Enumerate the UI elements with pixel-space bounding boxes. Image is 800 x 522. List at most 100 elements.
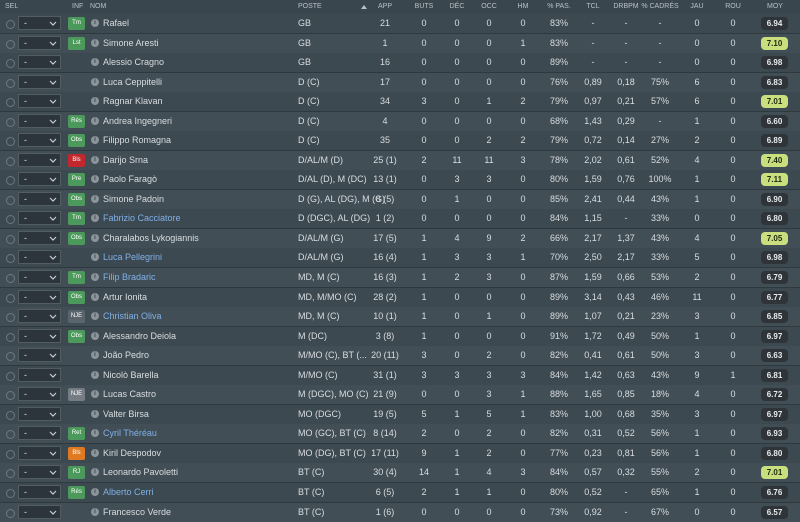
info-icon[interactable]: i xyxy=(91,390,99,399)
select-circle[interactable] xyxy=(6,352,15,362)
column-header[interactable]: APP xyxy=(377,3,393,10)
select-circle[interactable] xyxy=(6,313,15,323)
selection-dropdown[interactable]: - xyxy=(18,465,61,480)
column-header[interactable]: INF xyxy=(72,3,84,10)
select-circle[interactable] xyxy=(6,215,15,225)
selection-dropdown[interactable]: - xyxy=(18,387,61,402)
column-header[interactable]: JAU xyxy=(690,3,704,10)
info-icon[interactable]: i xyxy=(91,507,99,516)
player-row[interactable]: - Tm i Filip Bradaric MD, M (C) 16 (3) 1 2 3 0 87%… xyxy=(0,268,800,289)
info-icon[interactable]: i xyxy=(91,97,99,106)
select-circle[interactable] xyxy=(6,469,15,479)
selection-dropdown[interactable]: - xyxy=(18,55,61,70)
selection-dropdown[interactable]: - xyxy=(18,16,61,30)
column-header[interactable]: DRBPM xyxy=(613,3,639,10)
player-row[interactable]: - Obs i Filippo Romagna D (C) 35 0 0 2 2 79% 0,72 0,… xyxy=(0,131,800,152)
player-name[interactable]: Kiril Despodov xyxy=(103,447,162,458)
select-circle[interactable] xyxy=(6,195,15,205)
info-icon[interactable]: i xyxy=(91,155,99,164)
player-name[interactable]: Paolo Faragò xyxy=(103,174,158,185)
player-row[interactable]: - Bls i Darijo Srna D/AL/M (D) 25 (1) 2 11 11 3 78… xyxy=(0,150,800,171)
player-name[interactable]: Alessio Cragno xyxy=(103,57,165,68)
select-circle[interactable] xyxy=(6,98,15,108)
player-name[interactable]: Filippo Romagna xyxy=(103,135,172,146)
info-icon[interactable]: i xyxy=(91,19,99,27)
player-name[interactable]: Cyril Théréau xyxy=(103,428,157,439)
info-icon[interactable]: i xyxy=(91,292,99,301)
select-circle[interactable] xyxy=(6,254,15,264)
selection-dropdown[interactable]: - xyxy=(18,504,61,519)
info-icon[interactable]: i xyxy=(91,77,99,86)
player-row[interactable]: - Rés i Andrea Ingegneri D (C) 4 0 0 0 0 68% 1,43 0,… xyxy=(0,111,800,132)
player-name[interactable]: Valter Birsa xyxy=(103,408,149,419)
player-name[interactable]: Filip Bradaric xyxy=(103,272,156,283)
info-icon[interactable]: i xyxy=(91,468,99,477)
player-name[interactable]: Darijo Srna xyxy=(103,154,149,165)
column-header[interactable]: TCL xyxy=(586,3,600,10)
column-header[interactable]: % CADRÉS xyxy=(641,3,679,10)
info-icon[interactable]: i xyxy=(91,253,99,262)
selection-dropdown[interactable]: - xyxy=(18,113,61,128)
selection-dropdown[interactable]: - xyxy=(18,191,61,206)
player-row[interactable]: - Rés i Alberto Cerri BT (C) 6 (5) 2 1 1 0 80% 0,52… xyxy=(0,482,800,503)
column-header[interactable]: MOY xyxy=(767,3,783,10)
player-row[interactable]: - i Alessio Cragno GB 16 0 0 0 0 89% - - - 0 0 6.98 xyxy=(0,53,800,74)
column-header[interactable]: DÉC xyxy=(449,3,465,10)
select-circle[interactable] xyxy=(6,117,15,127)
player-row[interactable]: - i Luca Ceppitelli D (C) 17 0 0 0 0 76% 0,89 0,18 7… xyxy=(0,72,800,93)
select-circle[interactable] xyxy=(6,430,15,440)
selection-dropdown[interactable]: - xyxy=(18,94,61,109)
player-name[interactable]: Simone Padoin xyxy=(103,193,165,204)
select-circle[interactable] xyxy=(6,39,15,49)
player-row[interactable]: - Lst i Simone Aresti GB 1 0 0 0 1 83% - - -0 0 7.10 xyxy=(0,33,800,54)
info-icon[interactable]: i xyxy=(91,194,99,203)
select-circle[interactable] xyxy=(6,371,15,381)
selection-dropdown[interactable]: - xyxy=(18,230,61,245)
select-circle[interactable] xyxy=(6,293,15,303)
selection-dropdown[interactable]: - xyxy=(18,172,61,187)
player-name[interactable]: Artur Ionita xyxy=(103,291,148,302)
player-name[interactable]: Rafael xyxy=(103,18,130,28)
player-row[interactable]: - i Nicolò Barella M/MO (C) 31 (1) 3 3 3 3 84% 1,4… xyxy=(0,365,800,386)
info-icon[interactable]: i xyxy=(91,58,99,67)
selection-dropdown[interactable]: - xyxy=(18,445,61,460)
selection-dropdown[interactable]: - xyxy=(18,367,61,382)
select-circle[interactable] xyxy=(6,156,15,166)
player-row[interactable]: - i João Pedro M/MO (C), BT (... 20 (11) 3 0 2 0… xyxy=(0,346,800,367)
player-name[interactable]: Ragnar Klavan xyxy=(103,96,163,107)
select-circle[interactable] xyxy=(6,391,15,401)
selection-dropdown[interactable]: - xyxy=(18,133,61,148)
player-name[interactable]: João Pedro xyxy=(103,350,150,361)
player-row[interactable]: - Tm i Fabrizio Cacciatore D (DGC), AL (DG) 1… xyxy=(0,209,800,230)
select-circle[interactable] xyxy=(6,137,15,147)
select-circle[interactable] xyxy=(6,59,15,69)
player-name[interactable]: Francesco Verde xyxy=(103,506,172,517)
selection-dropdown[interactable]: - xyxy=(18,152,61,167)
player-name[interactable]: Luca Pellegrini xyxy=(103,252,163,263)
select-circle[interactable] xyxy=(6,274,15,284)
select-circle[interactable] xyxy=(6,410,15,420)
player-name[interactable]: Lucas Castro xyxy=(103,389,157,400)
select-circle[interactable] xyxy=(6,176,15,186)
select-circle[interactable] xyxy=(6,78,15,88)
player-name[interactable]: Nicolò Barella xyxy=(103,369,159,380)
player-row[interactable]: - NJE i Lucas Castro M (DGC), MO (C) 21 (9) 0 0… xyxy=(0,385,800,406)
info-icon[interactable]: i xyxy=(91,136,99,145)
selection-dropdown[interactable]: - xyxy=(18,426,61,441)
player-row[interactable]: - i Luca Pellegrini D/AL/M (G) 16 (4) 1 3 3 1 70%… xyxy=(0,248,800,269)
select-circle[interactable] xyxy=(6,234,15,244)
player-name[interactable]: Fabrizio Cacciatore xyxy=(103,213,181,224)
info-icon[interactable]: i xyxy=(91,448,99,457)
selection-dropdown[interactable]: - xyxy=(18,348,61,363)
info-icon[interactable]: i xyxy=(91,312,99,321)
player-row[interactable]: - Pre i Paolo Faragò D/AL (D), M (DC) 13 (1) 0… xyxy=(0,170,800,191)
player-row[interactable]: - RJ i Leonardo Pavoletti BT (C) 30 (4) 14 1 4 3 8… xyxy=(0,463,800,484)
player-row[interactable]: - i Francesco Verde BT (C) 1 (6) 0 0 0 0 73% 0,92 -… xyxy=(0,502,800,522)
info-icon[interactable]: i xyxy=(91,38,99,47)
info-icon[interactable]: i xyxy=(91,409,99,418)
info-icon[interactable]: i xyxy=(91,273,99,282)
info-icon[interactable]: i xyxy=(91,370,99,379)
info-icon[interactable]: i xyxy=(91,116,99,125)
player-row[interactable]: - NJE i Christian Oliva MD, M (C) 10 (1) 1 0 1 0 8… xyxy=(0,307,800,328)
player-name[interactable]: Leonardo Pavoletti xyxy=(103,467,179,478)
